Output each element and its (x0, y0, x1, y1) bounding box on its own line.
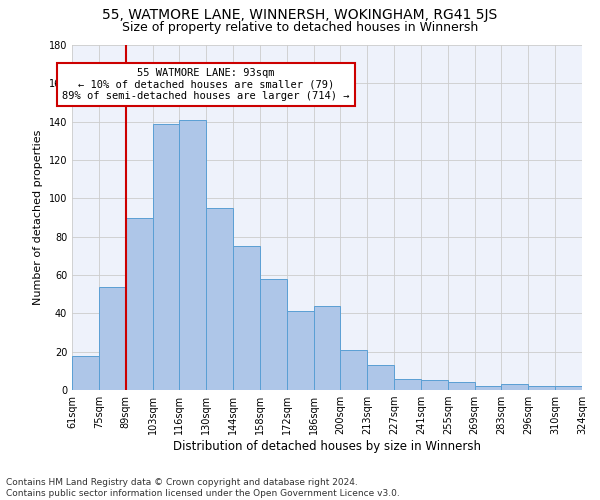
Bar (233, 246, 260, 390)
Bar (555, 386, 582, 390)
Bar (502, 384, 529, 390)
Y-axis label: Number of detached properties: Number of detached properties (33, 130, 43, 305)
Bar (72, 356, 99, 390)
Text: 55 WATMORE LANE: 93sqm
← 10% of detached houses are smaller (79)
89% of semi-det: 55 WATMORE LANE: 93sqm ← 10% of detached… (62, 68, 350, 101)
Bar (314, 306, 340, 390)
Bar (529, 386, 555, 390)
X-axis label: Distribution of detached houses by size in Winnersh: Distribution of detached houses by size … (173, 440, 481, 453)
Bar (340, 350, 367, 390)
Bar (152, 124, 179, 390)
Bar (99, 286, 125, 390)
Bar (260, 279, 287, 390)
Bar (179, 120, 206, 390)
Bar (448, 382, 475, 390)
Bar (475, 386, 502, 390)
Bar (367, 365, 394, 390)
Bar (394, 378, 421, 390)
Bar (125, 218, 152, 390)
Text: Contains HM Land Registry data © Crown copyright and database right 2024.
Contai: Contains HM Land Registry data © Crown c… (6, 478, 400, 498)
Text: 55, WATMORE LANE, WINNERSH, WOKINGHAM, RG41 5JS: 55, WATMORE LANE, WINNERSH, WOKINGHAM, R… (103, 8, 497, 22)
Bar (287, 312, 314, 390)
Text: Size of property relative to detached houses in Winnersh: Size of property relative to detached ho… (122, 21, 478, 34)
Bar (206, 208, 233, 390)
Bar (421, 380, 448, 390)
